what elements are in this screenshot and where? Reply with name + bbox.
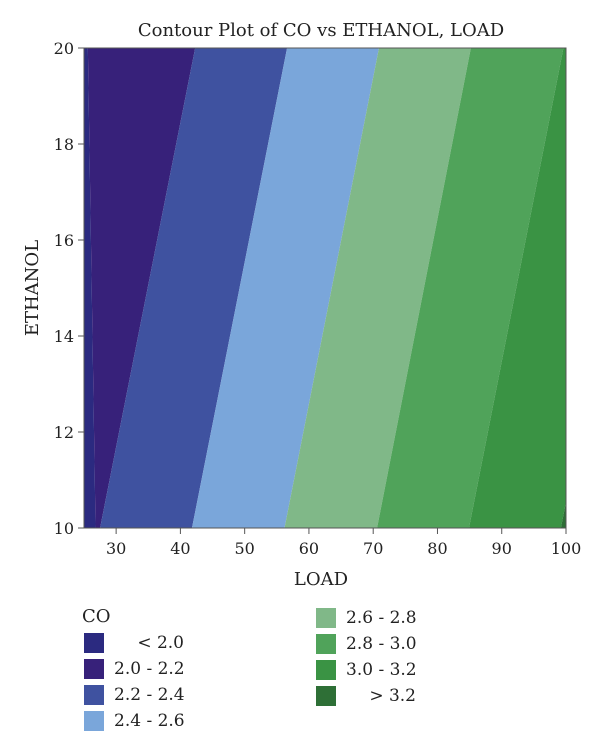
- x-tick-label: 60: [299, 539, 319, 558]
- contour-band-2: [87, 48, 196, 528]
- y-tick-label: 20: [54, 39, 74, 58]
- contour-band-8: [560, 502, 566, 528]
- y-tick-label: 16: [54, 231, 74, 250]
- x-tick-label: 80: [427, 539, 447, 558]
- contour-band-7: [468, 48, 566, 528]
- x-tick-label: 70: [363, 539, 383, 558]
- contour-band-4: [191, 48, 379, 528]
- y-tick-label: 14: [54, 327, 74, 346]
- x-tick-label: 100: [551, 539, 582, 558]
- contour-band-1: [84, 48, 96, 528]
- x-tick-label: 30: [106, 539, 126, 558]
- y-tick-label: 18: [54, 135, 74, 154]
- x-tick-label: 90: [492, 539, 512, 558]
- chart-title: Contour Plot of CO vs ETHANOL, LOAD: [138, 20, 504, 41]
- y-tick-label: 10: [54, 519, 74, 538]
- contour-band-6: [377, 48, 564, 528]
- contour-band-5: [284, 48, 471, 528]
- axes: 30 40 50 60 70 80 90 100 10 12 14 16 18 20: [54, 39, 582, 558]
- y-tick-label: 12: [54, 423, 74, 442]
- x-axis-label: LOAD: [294, 569, 348, 590]
- x-tick-label: 40: [170, 539, 190, 558]
- y-axis-label: ETHANOL: [22, 240, 43, 336]
- plot-area: [84, 48, 566, 528]
- x-tick-label: 50: [234, 539, 254, 558]
- plot-frame: [83, 47, 567, 529]
- contour-band-3: [100, 48, 288, 528]
